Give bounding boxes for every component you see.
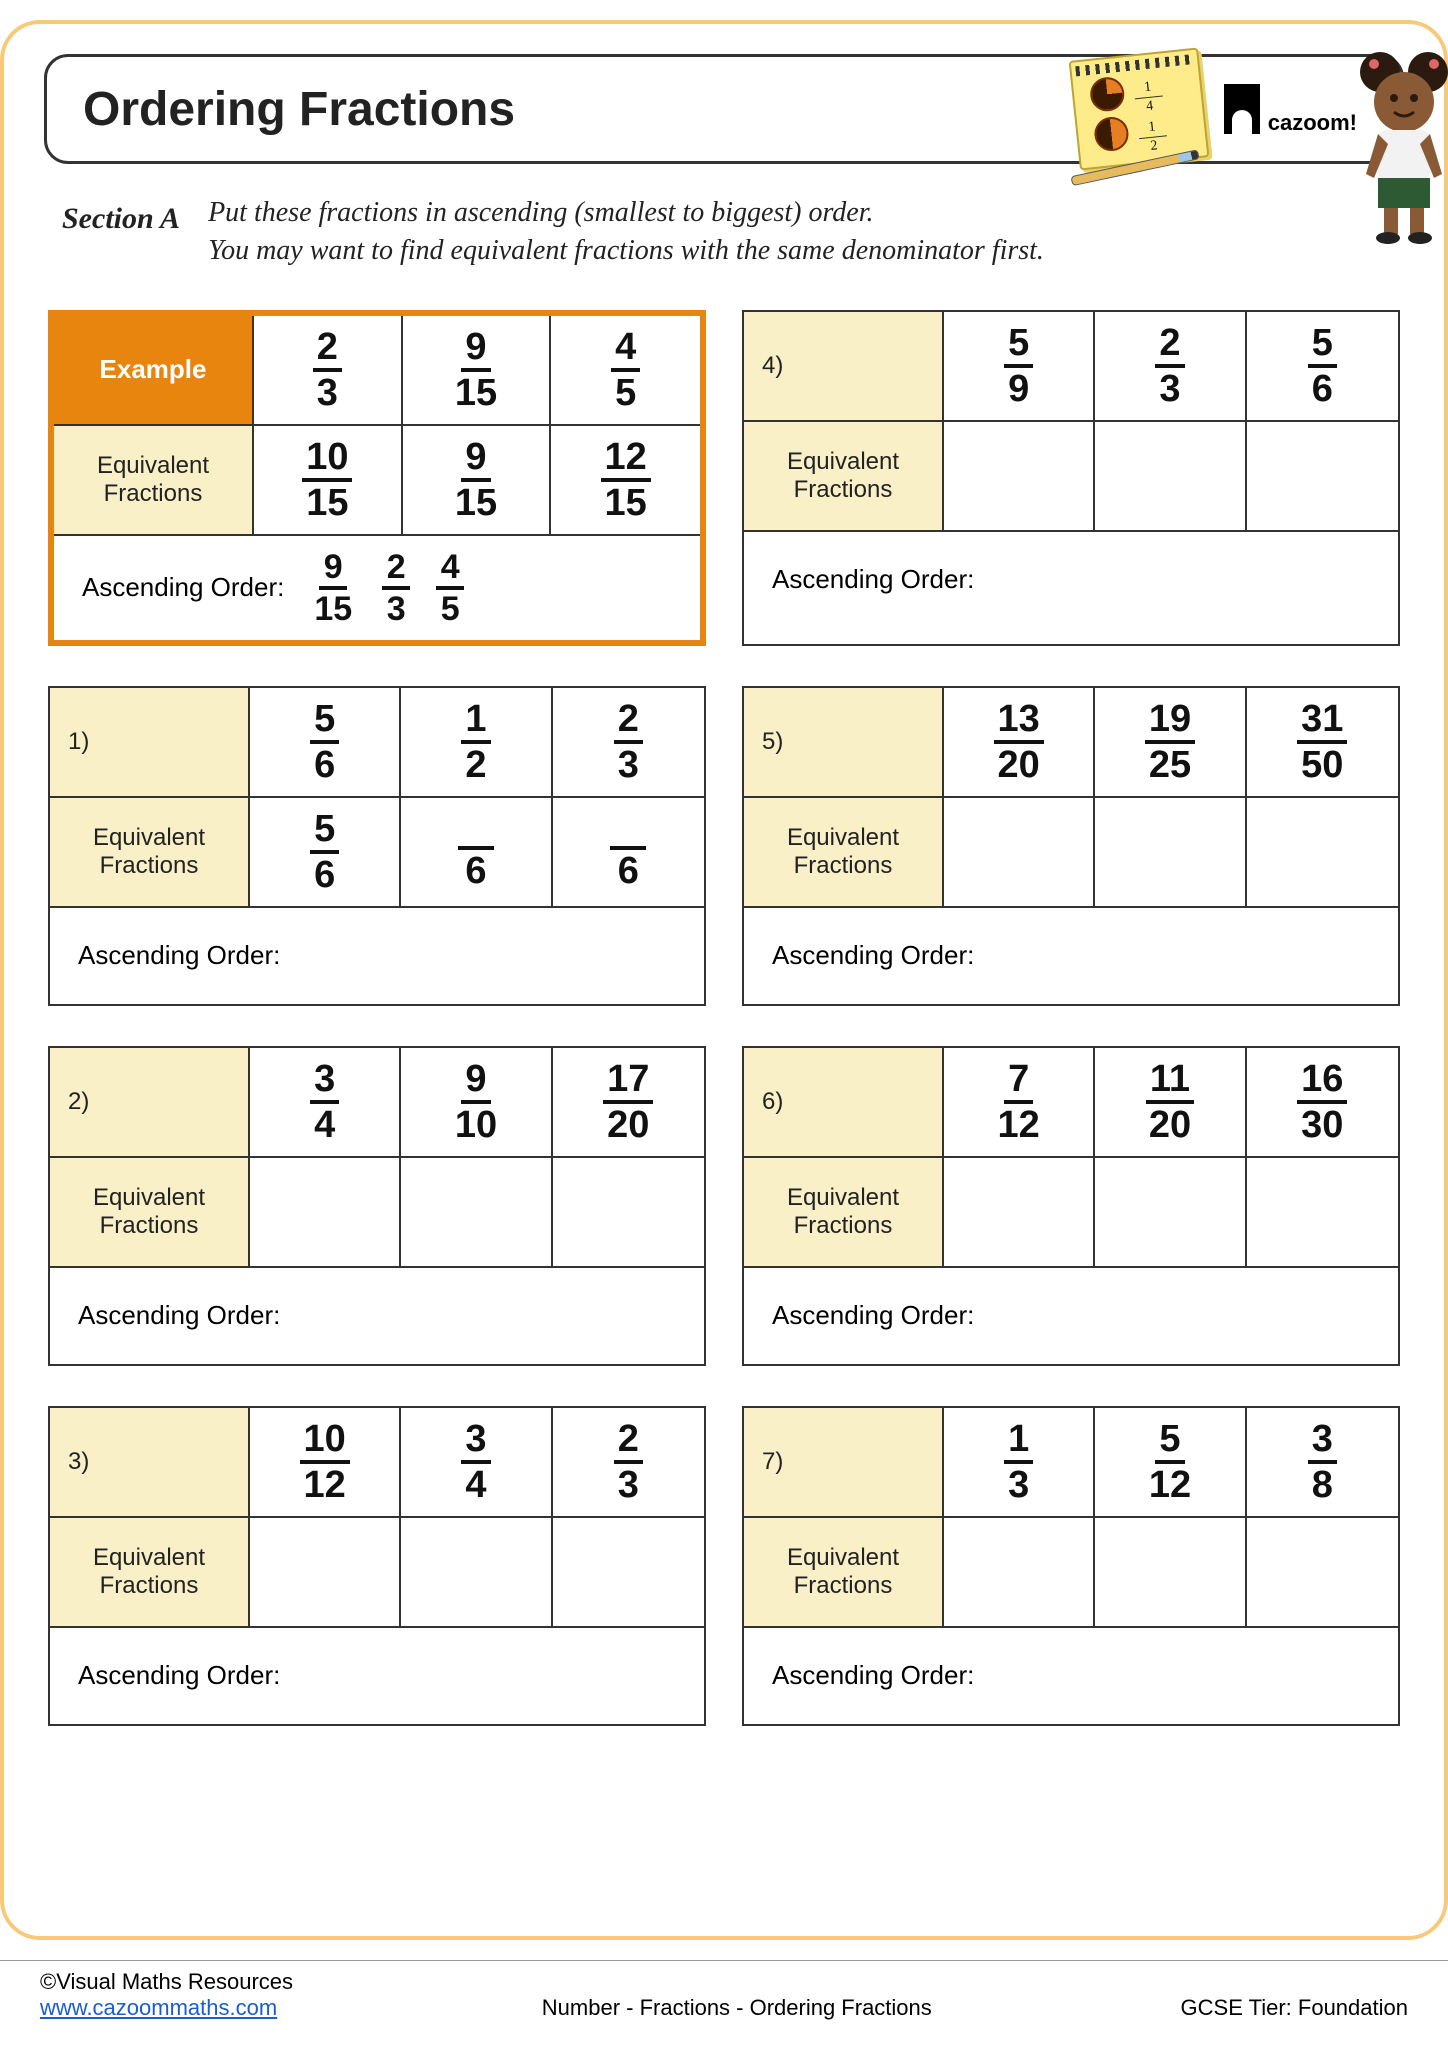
answer-cell[interactable]: [944, 422, 1095, 530]
ascending-row[interactable]: Ascending Order:: [50, 908, 704, 1004]
problem-number: 3): [50, 1408, 250, 1516]
notepad-icon: 14 12: [1068, 48, 1209, 171]
answer-cell[interactable]: [1247, 422, 1398, 530]
problem-number: 7): [744, 1408, 944, 1516]
example-card: Example 23 915 45 Equivalent Fractions 1…: [48, 310, 706, 646]
problem-number: 4): [744, 312, 944, 420]
answer-cell[interactable]: [250, 1518, 401, 1626]
problem-card-7: 7) 13 512 38 Equivalent Fractions Ascend…: [742, 1406, 1400, 1726]
worksheet-page: Ordering Fractions 14 12 cazoom!: [0, 20, 1448, 1940]
answer-cell[interactable]: [1247, 798, 1398, 906]
brand-logo: cazoom!: [1214, 78, 1365, 140]
footer-right: GCSE Tier: Foundation: [1181, 1995, 1408, 2021]
footer-link[interactable]: www.cazoommaths.com: [40, 1995, 293, 2021]
section-label: Section A: [62, 194, 180, 236]
answer-cell[interactable]: [553, 1158, 704, 1266]
answer-cell[interactable]: [944, 1158, 1095, 1266]
answer-cell[interactable]: [944, 1518, 1095, 1626]
answer-cell[interactable]: [1247, 1158, 1398, 1266]
problems-grid: Example 23 915 45 Equivalent Fractions 1…: [44, 310, 1404, 1726]
problem-number: 6): [744, 1048, 944, 1156]
answer-cell[interactable]: [1247, 1518, 1398, 1626]
problem-card-1: 1) 56 12 23 Equivalent Fractions 56 6 6 …: [48, 686, 706, 1006]
ascending-row: Ascending Order: 915 23 45: [54, 536, 700, 640]
answer-cell[interactable]: [553, 1518, 704, 1626]
equiv-label: Equivalent Fractions: [54, 426, 254, 534]
problem-card-2: 2) 34 910 1720 Equivalent Fractions Asce…: [48, 1046, 706, 1366]
ascending-row[interactable]: Ascending Order:: [50, 1628, 704, 1724]
answer-cell[interactable]: [401, 1158, 552, 1266]
ascending-row[interactable]: Ascending Order:: [744, 1628, 1398, 1724]
problem-number: 1): [50, 688, 250, 796]
section-instructions: Put these fractions in ascending (smalle…: [208, 194, 1044, 270]
answer-cell[interactable]: 56: [250, 798, 401, 906]
answer-cell[interactable]: 6: [401, 798, 552, 906]
answer-cell[interactable]: [250, 1158, 401, 1266]
section-header: Section A Put these fractions in ascendi…: [62, 194, 1404, 270]
problem-card-3: 3) 1012 34 23 Equivalent Fractions Ascen…: [48, 1406, 706, 1726]
answer-cell[interactable]: 6: [553, 798, 704, 906]
title-bar: Ordering Fractions 14 12 cazoom!: [44, 54, 1404, 164]
answer-cell[interactable]: [944, 798, 1095, 906]
answer-cell[interactable]: [1095, 1518, 1246, 1626]
footer-center: Number - Fractions - Ordering Fractions: [542, 1995, 932, 2021]
logo-icon: [1222, 82, 1262, 136]
title-decor: 14 12 cazoom!: [1074, 54, 1365, 164]
answer-cell[interactable]: [401, 1518, 552, 1626]
example-label: Example: [54, 316, 254, 424]
answer-cell[interactable]: [1095, 1158, 1246, 1266]
ascending-row[interactable]: Ascending Order:: [744, 532, 1398, 628]
problem-card-5: 5) 1320 1925 3150 Equivalent Fractions A…: [742, 686, 1400, 1006]
page-title: Ordering Fractions: [83, 82, 515, 137]
problem-number: 2): [50, 1048, 250, 1156]
problem-number: 5): [744, 688, 944, 796]
ascending-row[interactable]: Ascending Order:: [744, 908, 1398, 1004]
page-footer: ©Visual Maths Resources www.cazoommaths.…: [0, 1960, 1448, 2041]
problem-card-6: 6) 712 1120 1630 Equivalent Fractions As…: [742, 1046, 1400, 1366]
ascending-row[interactable]: Ascending Order:: [744, 1268, 1398, 1364]
student-avatar: [1344, 44, 1448, 244]
answer-cell[interactable]: [1095, 798, 1246, 906]
problem-card-4: 4) 59 23 56 Equivalent Fractions Ascendi…: [742, 310, 1400, 646]
answer-cell[interactable]: [1095, 422, 1246, 530]
ascending-row[interactable]: Ascending Order:: [50, 1268, 704, 1364]
copyright: ©Visual Maths Resources: [40, 1969, 293, 1995]
